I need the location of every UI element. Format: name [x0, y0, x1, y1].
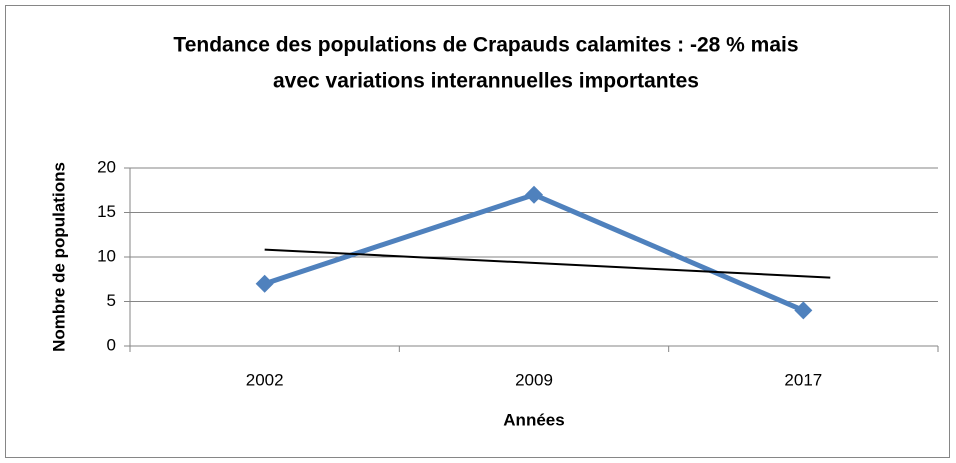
x-axis-title: Années — [503, 410, 564, 429]
y-tick-label: 10 — [97, 246, 116, 265]
x-tick-label: 2002 — [246, 370, 284, 389]
y-tick-label: 0 — [107, 335, 116, 354]
y-tick-label: 15 — [97, 202, 116, 221]
y-axis-title: Nombre de populations — [49, 162, 68, 352]
chart-title: avec variations interannuelles important… — [273, 70, 699, 93]
point-marker — [794, 301, 813, 320]
y-tick-label: 20 — [97, 157, 116, 176]
point-marker — [525, 185, 543, 204]
x-tick-label: 2009 — [515, 370, 553, 389]
chart-border — [5, 5, 950, 458]
x-tick-label: 2017 — [784, 370, 822, 389]
point-marker — [255, 274, 274, 293]
chart-title: Tendance des populations de Crapauds cal… — [173, 34, 798, 57]
trendline — [264, 248, 831, 279]
y-tick-label: 5 — [107, 291, 116, 310]
